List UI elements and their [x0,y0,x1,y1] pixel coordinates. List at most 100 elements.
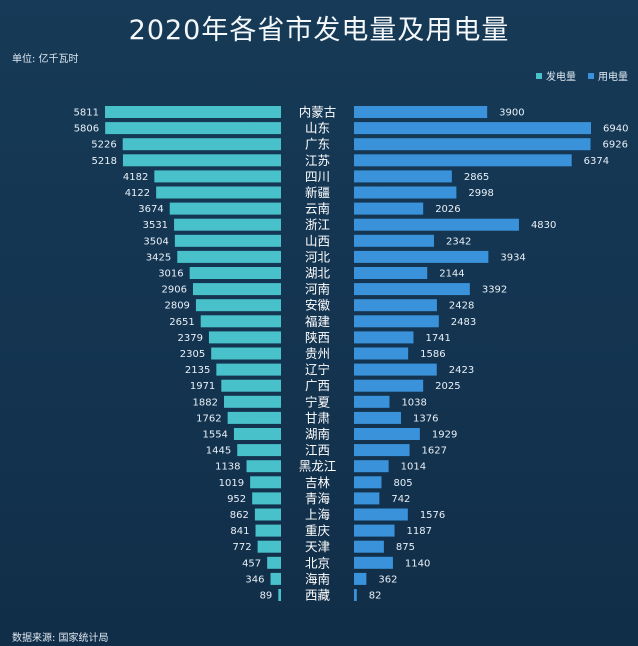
province-label-28: 北京 [305,555,330,570]
label-consumption-30: 82 [369,591,382,602]
label-consumption-9: 3934 [500,252,525,263]
legend-item-consumption: 用电量 [588,68,628,83]
label-consumption-25: 1576 [420,510,445,521]
label-consumption-15: 1586 [420,349,445,360]
bar-consumption-28 [354,556,393,569]
label-consumption-5: 2998 [468,188,493,199]
bar-consumption-0 [354,106,488,118]
label-generation-6: 3674 [138,204,163,215]
province-label-17: 广西 [305,378,330,393]
bar-consumption-26 [354,524,395,537]
province-label-9: 河北 [305,249,331,264]
bar-generation-19 [227,411,281,424]
province-label-15: 贵州 [305,346,330,361]
bar-consumption-2 [354,138,591,151]
bar-consumption-3 [354,154,572,167]
label-generation-15: 2305 [180,349,205,360]
province-label-30: 西藏 [305,588,331,603]
label-generation-27: 772 [233,542,252,553]
label-generation-26: 841 [230,526,249,537]
legend-swatch-generation [536,72,542,79]
label-generation-11: 2906 [162,285,187,296]
bar-generation-13 [200,315,281,328]
bar-consumption-15 [354,347,409,360]
province-label-12: 安徽 [305,298,331,313]
bar-generation-8 [174,234,281,247]
bar-consumption-10 [354,267,428,279]
bar-generation-27 [257,540,281,553]
province-label-3: 江苏 [305,153,330,168]
bar-generation-16 [216,363,281,376]
label-generation-19: 1762 [196,413,221,424]
bar-generation-23 [250,476,281,489]
label-generation-13: 2651 [169,317,194,328]
bar-consumption-14 [354,331,414,344]
label-consumption-4: 2865 [464,172,489,183]
province-label-19: 甘肃 [305,410,330,425]
province-label-21: 江西 [305,443,330,458]
province-label-22: 黑龙江 [299,459,337,474]
label-generation-22: 1138 [215,462,240,473]
bar-generation-2 [122,138,281,151]
label-consumption-1: 6940 [603,124,628,135]
bar-generation-14 [208,331,281,344]
label-generation-25: 862 [230,510,249,521]
province-label-8: 山西 [305,233,330,248]
bar-consumption-1 [354,122,591,135]
label-generation-4: 4182 [123,172,148,183]
legend-label-consumption: 用电量 [598,72,628,83]
label-consumption-16: 2423 [449,365,474,376]
bar-generation-30 [278,589,281,601]
bar-consumption-29 [354,572,367,585]
label-generation-30: 89 [260,591,273,602]
bar-generation-10 [189,267,281,279]
bar-generation-5 [156,186,281,199]
bar-consumption-27 [354,540,384,553]
label-consumption-20: 1929 [432,430,457,441]
province-label-25: 上海 [305,507,331,522]
bar-generation-0 [105,106,281,118]
province-label-16: 辽宁 [305,362,330,377]
bar-consumption-19 [354,411,401,424]
bar-consumption-9 [354,250,489,263]
province-label-10: 湖北 [305,266,331,281]
label-consumption-17: 2025 [435,381,460,392]
label-consumption-2: 6926 [603,140,628,151]
bar-generation-4 [154,170,281,183]
province-label-0: 内蒙古 [299,105,337,120]
bar-consumption-4 [354,170,452,183]
province-label-13: 福建 [305,314,331,329]
label-generation-29: 346 [245,574,264,585]
bar-consumption-5 [354,186,457,199]
bar-consumption-24 [354,492,380,505]
bar-generation-9 [177,250,281,263]
label-generation-28: 457 [242,558,261,569]
province-label-18: 宁夏 [305,394,331,409]
label-generation-2: 5226 [91,140,116,151]
chart-title: 2020年各省市发电量及用电量 [128,15,510,46]
province-label-6: 云南 [305,201,330,216]
bar-consumption-18 [354,395,390,408]
bar-consumption-25 [354,508,408,521]
label-generation-12: 2809 [164,301,189,312]
label-generation-0: 5811 [74,108,99,119]
bar-generation-1 [105,122,282,135]
bar-consumption-8 [354,234,434,247]
bar-consumption-17 [354,379,424,392]
legend-item-generation: 发电量 [536,68,576,83]
bar-consumption-22 [354,460,389,473]
province-label-24: 青海 [305,491,331,506]
bar-generation-15 [211,347,281,360]
label-consumption-13: 2483 [451,317,476,328]
label-generation-16: 2135 [185,365,210,376]
province-label-1: 山东 [305,121,330,136]
bar-generation-20 [233,428,281,440]
province-label-14: 陕西 [305,330,330,345]
bar-generation-3 [122,154,281,167]
label-generation-14: 2379 [177,333,202,344]
unit-label: 单位: 亿千瓦时 [12,54,79,65]
bar-generation-22 [246,460,281,473]
source-note: 数据来源: 国家统计局 [12,633,109,644]
bar-consumption-30 [354,589,357,601]
bar-consumption-21 [354,444,410,457]
